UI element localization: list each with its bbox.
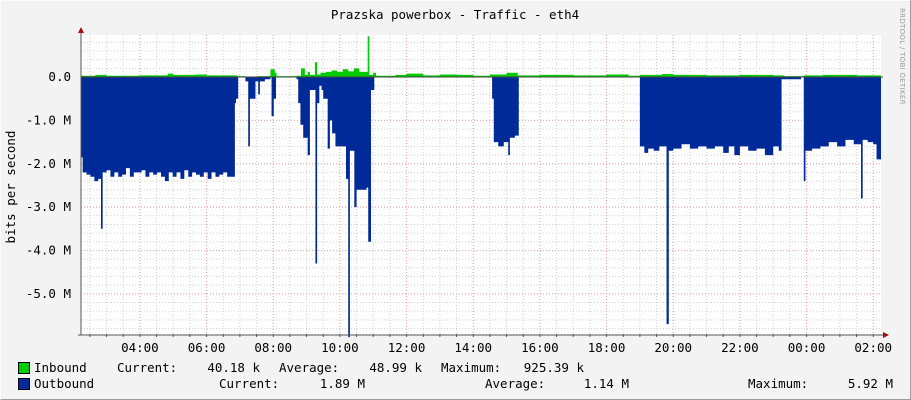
- x-tick-label: 04:00: [121, 340, 159, 355]
- legend-outbound-current-label: Current:: [219, 376, 280, 391]
- chart-title: Prazska powerbox - Traffic - eth4: [331, 7, 579, 22]
- legend-inbound-maximum-label: Maximum:: [441, 360, 502, 375]
- grid: [81, 35, 881, 335]
- x-tick-label: 12:00: [388, 340, 426, 355]
- y-tick-label: -2.0 M: [26, 156, 71, 171]
- series-area-outbound: [81, 77, 881, 338]
- y-tick-label: -3.0 M: [26, 199, 71, 214]
- y-tick-label: -1.0 M: [26, 112, 71, 127]
- y-tick-label: -5.0 M: [26, 286, 71, 301]
- legend-outbound-label: Outbound: [34, 376, 95, 391]
- legend-inbound-average: 48.99 k: [369, 360, 422, 375]
- x-tick-label: 14:00: [454, 340, 492, 355]
- y-tick-label: 0.0: [48, 69, 71, 84]
- x-axis-arrow-icon: [883, 332, 889, 338]
- outbound-swatch: [18, 378, 30, 390]
- legend-inbound-label: Inbound: [34, 360, 87, 375]
- series-layer: [81, 36, 881, 338]
- x-tick-label: 02:00: [854, 340, 892, 355]
- axes: [78, 27, 889, 338]
- x-tick-label: 22:00: [721, 340, 759, 355]
- legend-inbound-current-label: Current:: [117, 360, 178, 375]
- rrdtool-watermark: RRDTOOL / TOBI OETIKER: [898, 8, 906, 105]
- legend-outbound-average: 1.14 M: [583, 376, 629, 391]
- x-tick-label: 10:00: [321, 340, 359, 355]
- legend-outbound-maximum: 5.92 M: [847, 376, 893, 391]
- legend-inbound-current: 40.18 k: [207, 360, 260, 375]
- legend-inbound-average-label: Average:: [279, 360, 340, 375]
- x-tick-label: 08:00: [254, 340, 292, 355]
- y-axis-label: bits per second: [3, 131, 18, 244]
- legend-outbound-maximum-label: Maximum:: [748, 376, 809, 391]
- inbound-swatch: [18, 362, 30, 374]
- x-tick-label: 20:00: [654, 340, 692, 355]
- x-tick-label: 00:00: [788, 340, 826, 355]
- legend-outbound-average-label: Average:: [485, 376, 546, 391]
- legend-inbound-maximum: 925.39 k: [523, 360, 584, 375]
- y-tick-label: -4.0 M: [26, 242, 71, 257]
- y-axis-arrow-icon: [78, 27, 84, 33]
- x-tick-label: 16:00: [521, 340, 559, 355]
- tick-labels: 04:00 06:00 08:00 10:00 12:00 14:00 16:00 18:00…: [26, 69, 892, 355]
- x-tick-label: 18:00: [588, 340, 626, 355]
- legend-outbound-current: 1.89 M: [319, 376, 365, 391]
- x-tick-label: 06:00: [188, 340, 226, 355]
